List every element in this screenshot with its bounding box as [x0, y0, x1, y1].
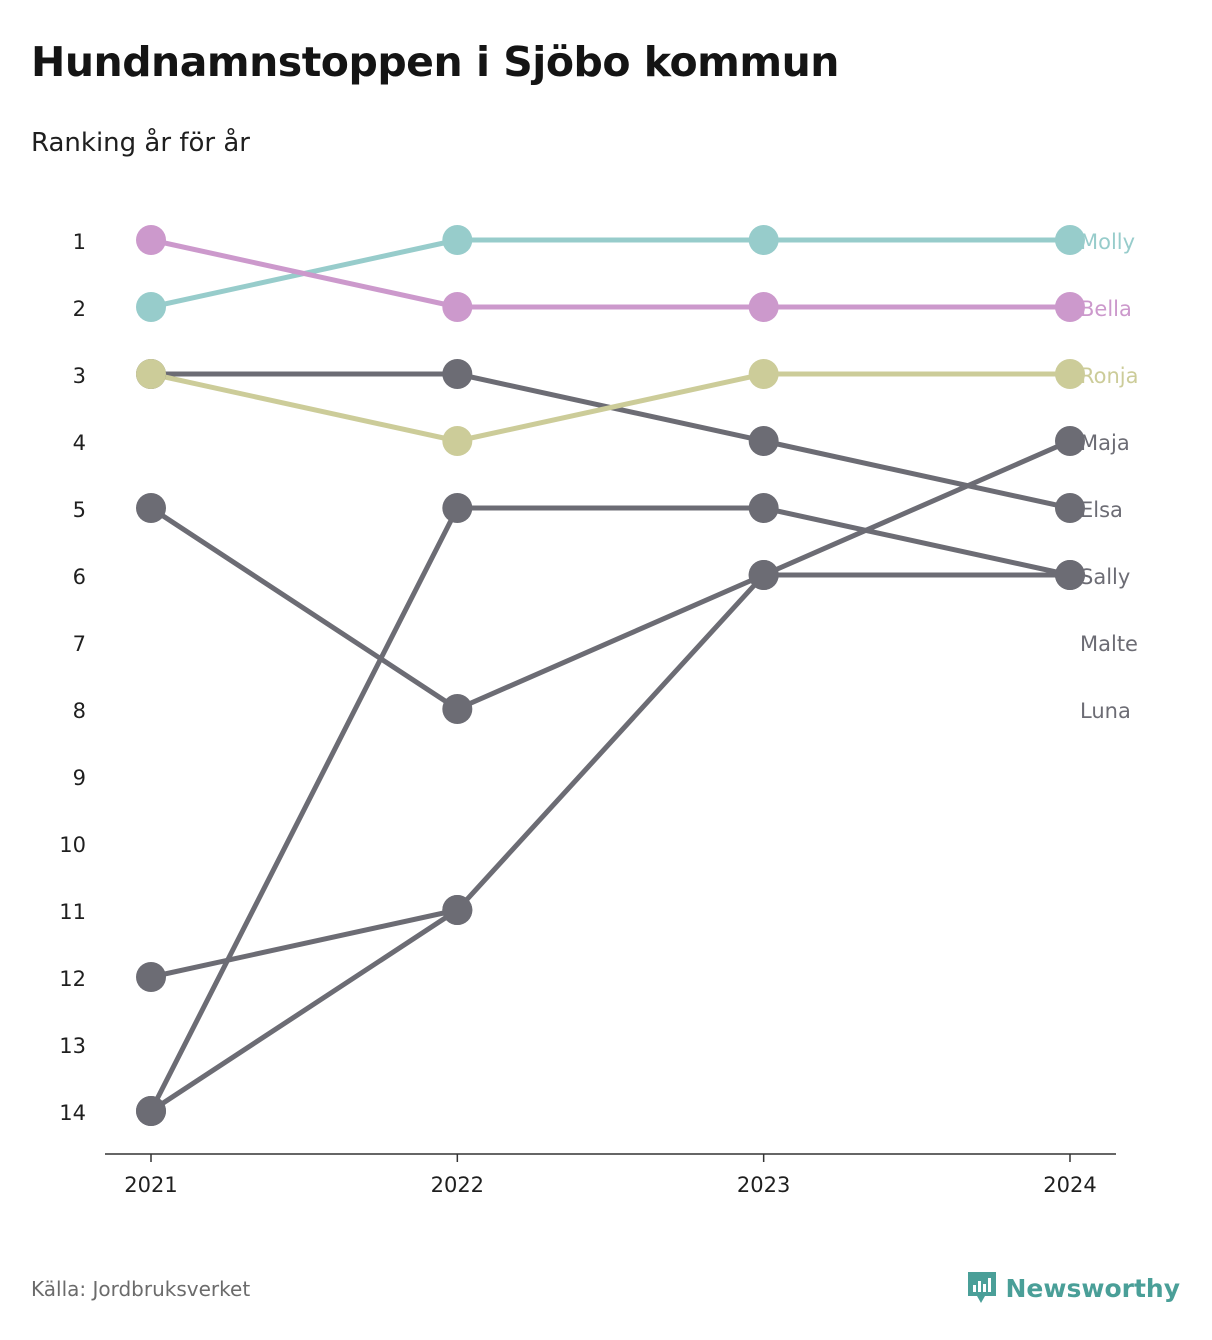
- y-tick-label-4: 4: [73, 431, 86, 455]
- series-label-elsa: Elsa: [1080, 498, 1123, 522]
- y-tick-label-13: 13: [59, 1034, 86, 1058]
- y-tick-label-2: 2: [73, 297, 86, 321]
- point-malte-2022[interactable]: [442, 895, 473, 925]
- y-tick-label-7: 7: [73, 632, 86, 656]
- series-labels: Molly Bella Ronja Maja Elsa Sally Malte Luna: [1080, 230, 1139, 723]
- series-label-luna: Luna: [1080, 699, 1131, 723]
- point-elsa-2022[interactable]: [442, 359, 473, 389]
- point-bella-2023[interactable]: [748, 292, 779, 322]
- point-ronja-2024[interactable]: [1054, 359, 1085, 389]
- series-label-bella: Bella: [1080, 297, 1132, 321]
- series-label-sally: Sally: [1080, 565, 1130, 589]
- x-tick-label-2024: 2024: [1043, 1173, 1096, 1197]
- newsworthy-brand[interactable]: Newsworthy: [966, 1270, 1181, 1306]
- point-bella-2022[interactable]: [442, 292, 473, 322]
- series-lines: [148, 237, 1073, 1114]
- point-sally-2021[interactable]: [136, 493, 166, 523]
- y-tick-label-6: 6: [73, 565, 86, 589]
- point-luna-2024[interactable]: [1054, 560, 1085, 590]
- series-line-ronja-2021-2022: [148, 371, 460, 444]
- series-line-sally-2021-2022: [148, 505, 460, 712]
- y-tick-label-10: 10: [59, 833, 86, 857]
- point-luna-2022[interactable]: [442, 493, 473, 523]
- series-line-ronja-2022-2023: [454, 371, 767, 444]
- chart-title: Hundnamnstoppen i Sjöbo kommun: [31, 38, 839, 86]
- point-sally-2022[interactable]: [442, 694, 473, 724]
- point-ronja-2023[interactable]: [748, 359, 779, 389]
- series-line-luna-2023-2024: [761, 505, 1073, 578]
- point-ronja-2022[interactable]: [442, 426, 473, 456]
- series-line-luna-2021-2022: [148, 505, 460, 1114]
- y-tick-label-9: 9: [73, 766, 86, 790]
- series-line-maja-2021-2022: [148, 907, 460, 1114]
- series-line-maja-2023-2024: [761, 438, 1073, 578]
- point-ronja-2021[interactable]: [136, 359, 166, 389]
- source-note: Källa: Jordbruksverket: [31, 1277, 251, 1301]
- y-tick-label-3: 3: [73, 364, 86, 388]
- series-line-malte-2021-2022: [148, 907, 460, 980]
- point-molly-2021[interactable]: [136, 292, 166, 322]
- y-tick-label-14: 14: [59, 1101, 86, 1125]
- series-line-sally-2022-2023: [454, 572, 767, 712]
- series-label-molly: Molly: [1080, 230, 1135, 254]
- series-label-malte: Malte: [1080, 632, 1138, 656]
- y-tick-label-11: 11: [59, 900, 86, 924]
- brand-name: Newsworthy: [1005, 1273, 1181, 1303]
- point-luna-2021[interactable]: [136, 1096, 166, 1126]
- x-axis-ticks: 2021 2022 2023 2024: [124, 1154, 1097, 1197]
- x-tick-label-2023: 2023: [737, 1173, 790, 1197]
- point-molly-2022[interactable]: [442, 225, 473, 255]
- series-line-maja-2022-2023: [454, 572, 767, 913]
- x-tick-label-2022: 2022: [431, 1173, 484, 1197]
- series-label-maja: Maja: [1080, 431, 1130, 455]
- point-malte-2021[interactable]: [136, 962, 166, 992]
- point-bella-2021[interactable]: [136, 225, 166, 255]
- y-tick-label-5: 5: [73, 498, 86, 522]
- point-sally-2023[interactable]: [748, 560, 779, 590]
- newsworthy-logo-icon: [967, 1272, 996, 1303]
- series-line-elsa-2023-2024: [761, 438, 1073, 511]
- y-tick-label-8: 8: [73, 699, 86, 723]
- series-line-bella-2021-2022: [148, 237, 460, 310]
- point-bella-2024[interactable]: [1054, 292, 1085, 322]
- chart-subtitle: Ranking år för år: [31, 128, 250, 158]
- point-elsa-2024[interactable]: [1054, 493, 1085, 523]
- point-molly-2023[interactable]: [748, 225, 779, 255]
- series-label-ronja: Ronja: [1080, 364, 1139, 388]
- point-luna-2023[interactable]: [748, 493, 779, 523]
- point-elsa-2023[interactable]: [748, 426, 779, 456]
- point-maja-2024[interactable]: [1054, 426, 1085, 456]
- y-tick-label-1: 1: [73, 230, 86, 254]
- point-molly-2024[interactable]: [1054, 225, 1085, 255]
- series-points: [136, 225, 1085, 1126]
- y-tick-label-12: 12: [59, 967, 86, 991]
- x-tick-label-2021: 2021: [124, 1173, 177, 1197]
